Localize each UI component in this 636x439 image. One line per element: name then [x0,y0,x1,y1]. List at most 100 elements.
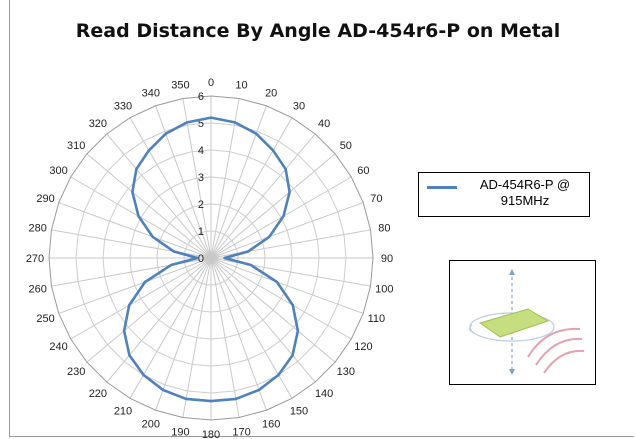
series-point-140 [291,354,294,357]
angle-label-140: 140 [315,388,333,400]
angle-label-230: 230 [67,366,85,378]
angle-label-80: 80 [378,222,390,234]
tag-orientation-diagram [449,260,596,385]
angle-label-320: 320 [89,118,107,130]
series-point-120 [291,304,295,307]
angle-label-340: 340 [142,88,160,100]
series-point-40 [284,167,287,171]
angle-label-0: 0 [208,77,214,89]
radial-tick-labels: 0 1 2 3 4 5 6 [198,91,204,265]
radial-label-2: 2 [198,199,204,211]
angle-label-30: 30 [293,101,305,113]
series-point-200 [161,388,165,392]
axis-arrow-top [509,269,515,275]
series-point-60 [282,214,285,218]
angle-label-90: 90 [381,253,393,265]
radial-label-5: 5 [198,118,204,130]
angle-label-280: 280 [28,222,46,234]
series-point-240 [127,304,131,307]
chart-legend: AD-454R6-P @ 915MHz [418,172,590,217]
series-point-190 [184,397,188,401]
radial-label-0: 0 [198,253,204,265]
angle-label-290: 290 [36,193,54,205]
rotation-arrow [468,324,475,334]
legend-swatch [427,186,457,189]
radial-label-4: 4 [198,145,204,157]
tag-orientation-icon [468,269,585,375]
angle-spokes [49,96,373,420]
angle-label-180: 180 [202,429,220,439]
series-point-90 [223,256,226,260]
series-point-210 [142,373,145,377]
angle-label-60: 60 [357,165,369,177]
chart-frame [9,0,634,437]
angle-label-250: 250 [36,313,54,325]
angle-label-220: 220 [89,388,107,400]
series-point-100 [249,263,253,267]
angle-label-240: 240 [49,341,67,353]
series-point-290 [151,235,154,238]
axis-arrow-bottom [509,369,515,375]
series-points [122,116,300,403]
angle-label-300: 300 [49,165,67,177]
angle-label-190: 190 [171,426,189,438]
angle-label-200: 200 [142,418,160,430]
series-point-170 [234,397,238,401]
angle-label-310: 310 [67,140,85,152]
series-point-310 [131,190,134,194]
series-point-70 [268,235,271,238]
legend-entry-line2: 915MHz [500,193,550,208]
angle-label-40: 40 [318,118,330,130]
series-point-350 [185,121,189,124]
angle-label-160: 160 [262,418,280,430]
angle-label-260: 260 [28,284,46,296]
angle-label-70: 70 [370,193,382,205]
series-point-10 [233,121,237,124]
ring-4 [102,149,320,367]
ring-1 [183,230,239,286]
angle-label-170: 170 [232,426,250,438]
series-point-260 [169,263,173,267]
series-point-300 [137,214,140,218]
series-point-280 [172,250,175,253]
angle-label-330: 330 [114,101,132,113]
series-point-270 [196,256,199,260]
series-point-130 [296,329,300,333]
angle-label-210: 210 [114,405,132,417]
radial-label-6: 6 [198,91,204,103]
angle-label-100: 100 [375,284,393,296]
angle-tick-labels: 0 102030405060708090100110120130140150160… [26,77,394,439]
ring-2 [156,203,266,313]
angle-label-120: 120 [354,341,372,353]
legend-entry: AD-454R6-P @ 915MHz [463,177,587,209]
series-point-230 [122,329,126,333]
series-point-150 [277,373,280,377]
series-point-320 [135,167,138,171]
radial-label-1: 1 [198,226,204,238]
angle-label-350: 350 [171,80,189,92]
wave-arc-2 [535,337,583,366]
angle-label-270: 270 [26,253,44,265]
series-point-80 [247,250,250,253]
series-point-20 [255,132,258,135]
angle-label-50: 50 [340,140,352,152]
wave-arc-1 [527,327,581,358]
angle-label-110: 110 [368,313,386,325]
series-point-250 [143,280,147,284]
ring-5 [75,122,347,394]
series-point-30 [271,149,275,152]
series-point-110 [275,280,279,284]
angle-label-20: 20 [265,88,277,100]
radial-label-3: 3 [198,172,204,184]
ring-6 [48,95,374,421]
wave-arc-3 [543,349,585,374]
angle-label-10: 10 [235,80,247,92]
chart-title: Read Distance By Angle AD-454r6-P on Met… [75,20,561,42]
angle-label-130: 130 [337,366,355,378]
series-point-180 [209,399,213,403]
rfid-tag-shape [478,308,550,338]
angle-label-150: 150 [290,405,308,417]
series-point-0 [209,116,213,119]
series-point-340 [164,132,167,135]
